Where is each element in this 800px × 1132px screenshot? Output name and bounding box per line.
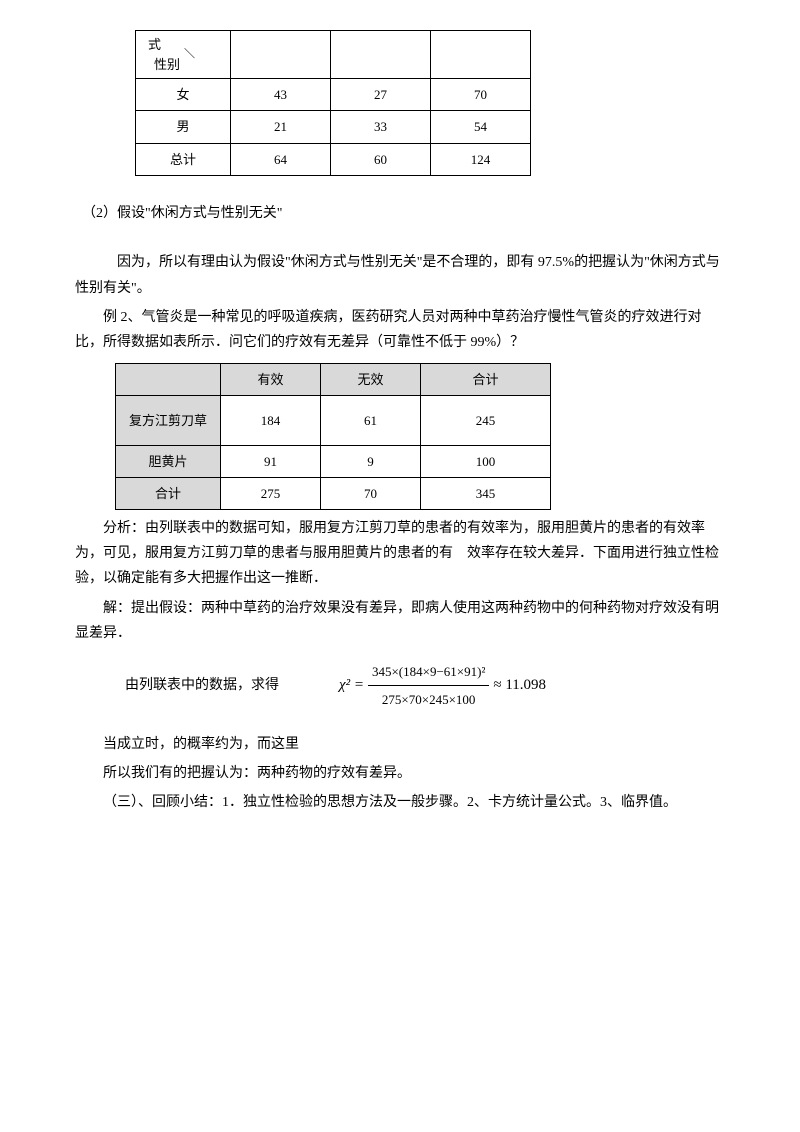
formula-lhs: χ² = (339, 672, 364, 699)
cell: 91 (221, 446, 321, 478)
cell: 70 (431, 79, 531, 111)
table1-diag-header: 式 ＼ 性别 (136, 31, 231, 79)
diag-slash: ＼ (184, 45, 195, 65)
table-row: 复方江剪刀草 184 61 245 (116, 396, 551, 446)
table1-empty-h1 (231, 31, 331, 79)
gender-leisure-table: 式 ＼ 性别 女 43 27 70 男 21 33 54 总计 64 60 12… (135, 30, 531, 176)
table2-header: 有效 (221, 364, 321, 396)
summary-section: （三）、回顾小结：1．独立性检验的思想方法及一般步骤。2、卡方统计量公式。3、临… (75, 790, 725, 815)
table-row: 男 21 33 54 (136, 111, 531, 143)
cell: 70 (321, 478, 421, 510)
formula-label: 由列联表中的数据，求得 (125, 673, 279, 698)
table1-empty-h3 (431, 31, 531, 79)
table2-header: 无效 (321, 364, 421, 396)
table2-corner (116, 364, 221, 396)
cell: 27 (331, 79, 431, 111)
final-conclusion: 所以我们有的把握认为：两种药物的疗效有差异。 (75, 761, 725, 786)
analysis-text: 分析：由列联表中的数据可知，服用复方江剪刀草的患者的有效率为，服用胆黄片的患者的… (75, 516, 725, 592)
fraction: 345×(184×9−61×91)² 275×70×245×100 (368, 660, 489, 712)
cell: 54 (431, 111, 531, 143)
chi-square-formula: 由列联表中的数据，求得 χ² = 345×(184×9−61×91)² 275×… (125, 660, 725, 712)
table-row: 女 43 27 70 (136, 79, 531, 111)
cell: 124 (431, 143, 531, 175)
numerator: 345×(184×9−61×91)² (368, 660, 489, 686)
cell: 100 (421, 446, 551, 478)
cell: 21 (231, 111, 331, 143)
cell: 60 (331, 143, 431, 175)
conclusion-1: 因为，所以有理由认为假设"休闲方式与性别无关"是不合理的，即有 97.5%的把握… (75, 250, 725, 300)
cell: 64 (231, 143, 331, 175)
solution-hypothesis: 解：提出假设：两种中草药的治疗效果没有差异，即病人使用这两种药物中的何种药物对疗… (75, 596, 725, 646)
example-2-intro: 例 2、气管炎是一种常见的呼吸道疾病，医药研究人员对两种中草药治疗慢性气管炎的疗… (75, 305, 725, 355)
diag-bottom-label: 性别 (154, 53, 180, 76)
table1-empty-h2 (331, 31, 431, 79)
cell: 184 (221, 396, 321, 446)
cell: 245 (421, 396, 551, 446)
cell: 43 (231, 79, 331, 111)
cell: 33 (331, 111, 431, 143)
cell: 275 (221, 478, 321, 510)
row-label: 合计 (116, 478, 221, 510)
hypothesis-text: （2）假设"休闲方式与性别无关" (75, 201, 725, 226)
table-row: 合计 275 70 345 (116, 478, 551, 510)
table2-header: 合计 (421, 364, 551, 396)
medicine-efficacy-table: 有效 无效 合计 复方江剪刀草 184 61 245 胆黄片 91 9 100 … (115, 363, 551, 510)
cell: 9 (321, 446, 421, 478)
denominator: 275×70×245×100 (378, 686, 480, 711)
formula-approx: ≈ 11.098 (493, 672, 546, 699)
row-label: 男 (136, 111, 231, 143)
table-row: 胆黄片 91 9 100 (116, 446, 551, 478)
cell: 61 (321, 396, 421, 446)
row-label: 女 (136, 79, 231, 111)
cell: 345 (421, 478, 551, 510)
row-label: 总计 (136, 143, 231, 175)
table-row: 总计 64 60 124 (136, 143, 531, 175)
row-label: 复方江剪刀草 (116, 396, 221, 446)
probability-text: 当成立时，的概率约为，而这里 (75, 732, 725, 757)
formula-expression: χ² = 345×(184×9−61×91)² 275×70×245×100 ≈… (339, 660, 546, 712)
row-label: 胆黄片 (116, 446, 221, 478)
